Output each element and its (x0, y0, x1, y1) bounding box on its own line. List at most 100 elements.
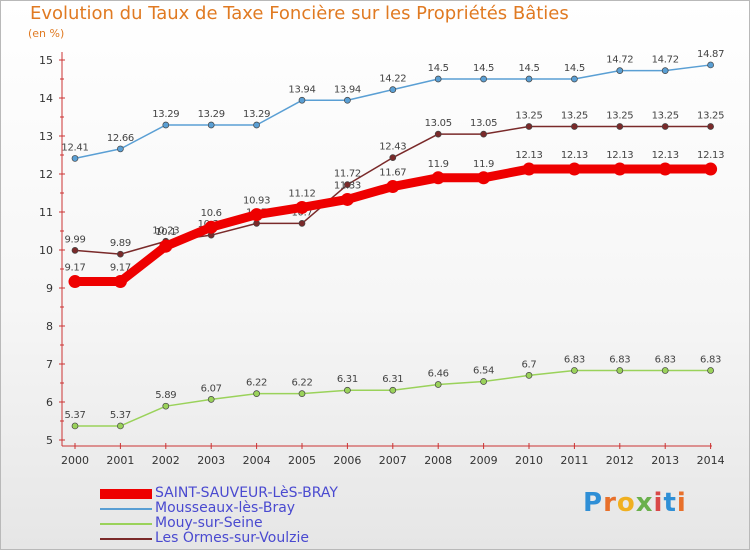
logo-letter: o (616, 488, 636, 518)
data-point (71, 422, 79, 430)
data-point (117, 145, 124, 153)
y-tick-label: 10 (39, 244, 53, 257)
data-label: 5.37 (110, 410, 131, 421)
x-tick-label: 2005 (288, 454, 316, 467)
data-point (480, 130, 487, 138)
x-tick-label: 2000 (61, 454, 89, 467)
data-label: 13.05 (470, 118, 497, 129)
data-label: 9.99 (64, 234, 85, 245)
data-label: 5.37 (64, 410, 85, 421)
data-point (571, 123, 578, 130)
data-label: 11.67 (379, 168, 406, 179)
data-point (71, 247, 79, 254)
data-point (204, 220, 218, 234)
data-point (162, 121, 170, 129)
y-tick-label: 6 (46, 396, 53, 409)
legend-label: Mouy-sur-Seine (155, 515, 263, 531)
data-point (117, 250, 124, 258)
data-point (253, 220, 260, 227)
data-label: 6.7 (521, 359, 536, 370)
data-label: 12.41 (61, 142, 88, 153)
data-label: 5.89 (155, 390, 176, 401)
data-point (571, 75, 578, 83)
data-point (431, 171, 445, 185)
data-point (344, 386, 351, 394)
y-tick-label: 15 (39, 54, 53, 67)
data-point (344, 181, 351, 188)
y-tick-label: 11 (39, 206, 53, 219)
legend-swatch (100, 508, 152, 510)
data-point (344, 96, 351, 104)
legend-swatch (100, 489, 152, 499)
data-point (386, 180, 400, 194)
y-tick-label: 14 (39, 92, 53, 105)
legend-swatch (100, 538, 152, 540)
x-tick-label: 2008 (424, 454, 452, 467)
logo-letter: P (583, 488, 604, 518)
data-point (298, 220, 306, 227)
legend-label: Mousseaux-lès-Bray (155, 500, 296, 516)
data-label: 9.17 (64, 263, 85, 274)
data-label: 6.83 (609, 354, 630, 365)
data-label: 12.13 (561, 150, 588, 161)
data-point (434, 381, 442, 388)
data-label: 12.66 (107, 133, 134, 144)
data-point (159, 239, 173, 253)
data-label: 11.72 (334, 169, 361, 180)
logo-letter: i (676, 488, 687, 518)
data-point (616, 123, 624, 130)
data-label: 12.13 (652, 150, 679, 161)
data-label: 6.31 (337, 374, 358, 385)
data-point (707, 123, 714, 130)
data-label: 6.31 (382, 374, 403, 385)
proxiti-logo: Proxiti (583, 488, 687, 518)
logo-letter: i (653, 488, 664, 518)
data-label: 13.25 (652, 111, 679, 122)
data-point (661, 67, 669, 74)
data-point (525, 123, 533, 130)
data-label: 9.17 (110, 263, 131, 274)
data-point (434, 130, 442, 138)
data-point (434, 75, 442, 83)
data-label: 12.13 (697, 150, 724, 161)
data-point (340, 192, 354, 206)
data-label: 14.5 (428, 63, 449, 74)
y-tick-label: 5 (46, 434, 53, 447)
data-point (704, 162, 718, 176)
data-label: 10.6 (201, 208, 222, 219)
data-label: 6.83 (655, 354, 676, 365)
y-tick-label: 13 (39, 130, 53, 143)
data-point (658, 162, 672, 176)
data-point (480, 378, 487, 385)
data-point (68, 275, 82, 289)
data-point (661, 123, 669, 130)
data-point (616, 67, 624, 74)
data-point (616, 367, 624, 374)
data-point (207, 121, 215, 129)
x-tick-label: 2006 (333, 454, 361, 467)
data-point (298, 96, 306, 104)
x-tick-label: 2014 (697, 454, 725, 467)
y-tick-label: 12 (39, 168, 53, 181)
data-point (207, 395, 215, 403)
x-tick-label: 2011 (560, 454, 588, 467)
x-tick-label: 2003 (197, 454, 225, 467)
logo-letter: x (635, 488, 654, 518)
data-point (295, 200, 309, 214)
data-point (567, 162, 581, 176)
data-label: 14.72 (652, 55, 679, 66)
data-label: 14.5 (518, 63, 539, 74)
x-tick-label: 2013 (651, 454, 679, 467)
data-point (525, 75, 533, 83)
data-point (571, 367, 578, 374)
data-label: 12.13 (606, 150, 633, 161)
x-tick-label: 2004 (243, 454, 271, 467)
data-point (253, 121, 260, 129)
data-point (707, 367, 714, 374)
data-label: 13.94 (334, 84, 361, 95)
logo-letter: r (603, 488, 617, 518)
data-label: 6.07 (201, 383, 222, 394)
data-label: 11.9 (473, 159, 494, 170)
data-point (113, 275, 127, 289)
